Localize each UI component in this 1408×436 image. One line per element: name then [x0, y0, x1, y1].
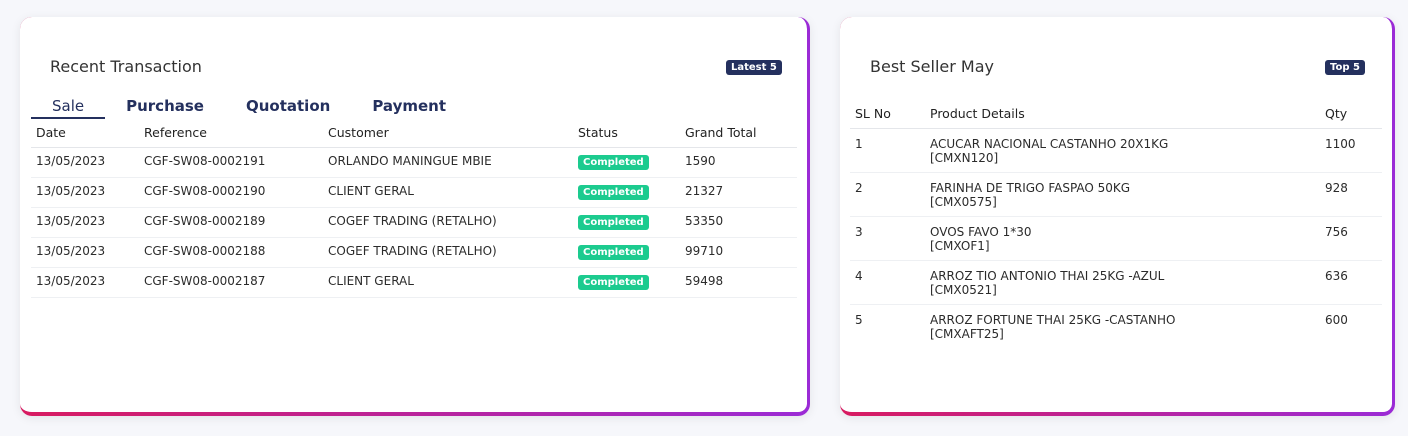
column-header-sl-no: SL No: [850, 101, 925, 129]
tab-purchase[interactable]: Purchase: [126, 97, 204, 115]
cell-date: 13/05/2023: [31, 237, 139, 268]
best-seller-table: SL No Product Details Qty 1 ACUCAR NACIO…: [850, 101, 1382, 348]
product-code: [CMXOF1]: [930, 239, 990, 253]
table-row[interactable]: 13/05/2023 CGF-SW08-0002187 CLIENT GERAL…: [31, 267, 797, 298]
tab-quotation[interactable]: Quotation: [245, 97, 331, 115]
cell-customer: ORLANDO MANINGUE MBIE: [323, 147, 573, 178]
cell-grand-total: 53350: [680, 207, 797, 238]
column-header-status: Status: [573, 120, 680, 148]
product-code: [CMXN120]: [930, 151, 999, 165]
cell-qty: 636: [1320, 260, 1382, 305]
cell-customer: CLIENT GERAL: [323, 267, 573, 298]
column-header-product-details: Product Details: [925, 101, 1320, 129]
recent-transaction-card: Recent Transaction Latest 5 Sale Purchas…: [20, 17, 810, 416]
status-badge: Completed: [578, 155, 649, 170]
product-name: ARROZ FORTUNE THAI 25KG -CASTANHO: [930, 313, 1176, 327]
cell-reference: CGF-SW08-0002190: [139, 177, 323, 208]
cell-product-details: OVOS FAVO 1*30 [CMXOF1]: [925, 216, 1320, 261]
status-badge: Completed: [578, 245, 649, 260]
column-header-grand-total: Grand Total: [680, 120, 797, 148]
cell-date: 13/05/2023: [31, 207, 139, 238]
cell-sl-no: 1: [850, 128, 925, 173]
cell-grand-total: 21327: [680, 177, 797, 208]
cell-reference: CGF-SW08-0002187: [139, 267, 323, 298]
cell-qty: 1100: [1320, 128, 1382, 173]
cell-customer: CLIENT GERAL: [323, 177, 573, 208]
table-row[interactable]: 1 ACUCAR NACIONAL CASTANHO 20X1KG [CMXN1…: [850, 128, 1382, 173]
best-seller-title: Best Seller May: [870, 57, 994, 76]
cell-qty: 928: [1320, 172, 1382, 217]
cell-grand-total: 1590: [680, 147, 797, 178]
product-code: [CMXAFT25]: [930, 327, 1004, 341]
transaction-tabs: Sale Purchase Quotation Payment: [31, 97, 467, 119]
product-name: ACUCAR NACIONAL CASTANHO 20X1KG: [930, 137, 1169, 151]
product-name: OVOS FAVO 1*30: [930, 225, 1032, 239]
cell-status: Completed: [573, 207, 680, 238]
cell-reference: CGF-SW08-0002189: [139, 207, 323, 238]
cell-status: Completed: [573, 177, 680, 208]
cell-customer: COGEF TRADING (RETALHO): [323, 237, 573, 268]
product-name: ARROZ TIO ANTONIO THAI 25KG -AZUL: [930, 269, 1165, 283]
cell-reference: CGF-SW08-0002188: [139, 237, 323, 268]
tab-sale[interactable]: Sale: [31, 97, 106, 119]
table-row[interactable]: 2 FARINHA DE TRIGO FASPAO 50KG [CMX0575]…: [850, 172, 1382, 217]
cell-sl-no: 3: [850, 216, 925, 261]
status-badge: Completed: [578, 275, 649, 290]
transaction-table: Date Reference Customer Status Grand Tot…: [31, 120, 797, 298]
cell-status: Completed: [573, 267, 680, 298]
table-header-row: Date Reference Customer Status Grand Tot…: [31, 120, 797, 148]
product-code: [CMX0575]: [930, 195, 997, 209]
status-badge: Completed: [578, 185, 649, 200]
cell-date: 13/05/2023: [31, 177, 139, 208]
cell-reference: CGF-SW08-0002191: [139, 147, 323, 178]
product-code: [CMX0521]: [930, 283, 997, 297]
recent-transaction-title: Recent Transaction: [50, 57, 202, 76]
product-name: FARINHA DE TRIGO FASPAO 50KG: [930, 181, 1131, 195]
column-header-customer: Customer: [323, 120, 573, 148]
cell-product-details: ARROZ FORTUNE THAI 25KG -CASTANHO [CMXAF…: [925, 305, 1320, 349]
table-row[interactable]: 13/05/2023 CGF-SW08-0002190 CLIENT GERAL…: [31, 177, 797, 208]
table-row[interactable]: 13/05/2023 CGF-SW08-0002188 COGEF TRADIN…: [31, 237, 797, 268]
column-header-qty: Qty: [1320, 101, 1382, 129]
cell-status: Completed: [573, 147, 680, 178]
cell-sl-no: 2: [850, 172, 925, 217]
column-header-date: Date: [31, 120, 139, 148]
column-header-reference: Reference: [139, 120, 323, 148]
table-row[interactable]: 4 ARROZ TIO ANTONIO THAI 25KG -AZUL [CMX…: [850, 260, 1382, 305]
cell-date: 13/05/2023: [31, 267, 139, 298]
table-row[interactable]: 13/05/2023 CGF-SW08-0002189 COGEF TRADIN…: [31, 207, 797, 238]
cell-product-details: ARROZ TIO ANTONIO THAI 25KG -AZUL [CMX05…: [925, 260, 1320, 305]
cell-status: Completed: [573, 237, 680, 268]
cell-qty: 600: [1325, 313, 1348, 327]
latest-badge: Latest 5: [726, 60, 782, 75]
cell-product-details: ACUCAR NACIONAL CASTANHO 20X1KG [CMXN120…: [925, 128, 1320, 173]
table-row[interactable]: 13/05/2023 CGF-SW08-0002191 ORLANDO MANI…: [31, 147, 797, 178]
table-row[interactable]: 5 ARROZ FORTUNE THAI 25KG -CASTANHO [CMX…: [850, 305, 1382, 349]
cell-product-details: FARINHA DE TRIGO FASPAO 50KG [CMX0575]: [925, 172, 1320, 217]
cell-date: 13/05/2023: [31, 147, 139, 178]
table-header-row: SL No Product Details Qty: [850, 101, 1382, 129]
status-badge: Completed: [578, 215, 649, 230]
cell-grand-total: 99710: [680, 237, 797, 268]
table-row[interactable]: 3 OVOS FAVO 1*30 [CMXOF1] 756: [850, 216, 1382, 261]
cell-qty: 756: [1320, 216, 1382, 261]
cell-sl-no: 5: [855, 313, 863, 327]
cell-grand-total: 59498: [680, 267, 797, 298]
tab-payment[interactable]: Payment: [372, 97, 446, 115]
cell-customer: COGEF TRADING (RETALHO): [323, 207, 573, 238]
cell-sl-no: 4: [850, 260, 925, 305]
best-seller-card: Best Seller May Top 5 SL No Product Deta…: [840, 17, 1395, 416]
top-badge: Top 5: [1325, 60, 1365, 75]
